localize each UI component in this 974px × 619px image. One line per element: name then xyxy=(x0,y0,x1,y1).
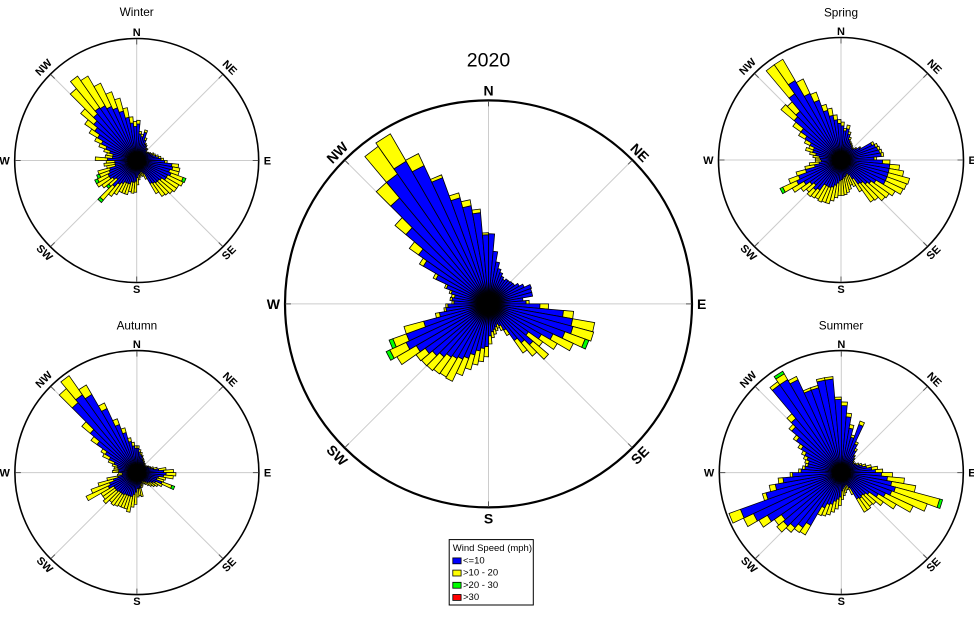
svg-text:2020: 2020 xyxy=(467,49,511,71)
svg-text:Winter: Winter xyxy=(120,5,154,19)
svg-text:W: W xyxy=(267,296,281,312)
svg-text:>30: >30 xyxy=(463,592,479,603)
svg-text:E: E xyxy=(968,468,974,480)
svg-text:N: N xyxy=(837,339,845,351)
svg-text:E: E xyxy=(264,468,271,480)
svg-text:W: W xyxy=(0,468,11,480)
svg-text:W: W xyxy=(703,155,714,167)
svg-text:S: S xyxy=(837,284,844,296)
svg-text:S: S xyxy=(484,510,493,526)
svg-text:Summer: Summer xyxy=(819,319,864,333)
svg-text:W: W xyxy=(704,468,715,480)
svg-text:<=10: <=10 xyxy=(463,556,485,567)
svg-text:S: S xyxy=(133,284,140,296)
svg-text:Wind Speed (mph): Wind Speed (mph) xyxy=(453,543,532,554)
svg-text:Autumn: Autumn xyxy=(117,319,158,333)
svg-text:Spring: Spring xyxy=(824,6,858,20)
svg-text:N: N xyxy=(133,339,141,351)
svg-text:N: N xyxy=(837,26,845,38)
svg-text:>10 - 20: >10 - 20 xyxy=(463,568,498,579)
svg-text:N: N xyxy=(133,27,141,39)
svg-text:E: E xyxy=(969,155,974,167)
svg-text:E: E xyxy=(697,296,706,312)
svg-text:S: S xyxy=(133,596,140,608)
svg-text:N: N xyxy=(483,82,493,98)
svg-text:W: W xyxy=(0,155,10,167)
svg-text:S: S xyxy=(838,596,845,608)
svg-text:>20 - 30: >20 - 30 xyxy=(463,580,498,591)
svg-text:E: E xyxy=(264,155,271,167)
